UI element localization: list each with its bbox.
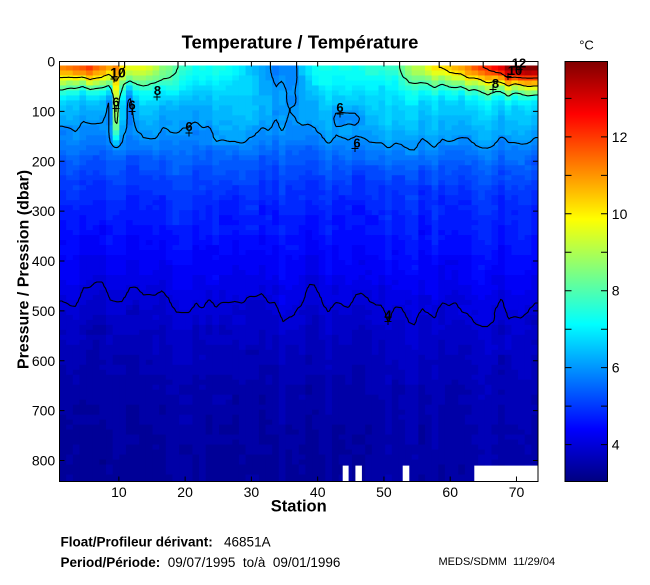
svg-text:30: 30 (244, 484, 260, 500)
svg-text:40: 40 (310, 484, 326, 500)
svg-text:4: 4 (384, 308, 392, 323)
svg-text:12: 12 (612, 129, 628, 145)
svg-text:6: 6 (353, 136, 360, 151)
svg-text:0: 0 (47, 54, 55, 70)
svg-text:600: 600 (32, 353, 56, 369)
svg-text:Station: Station (271, 497, 327, 515)
svg-text:6: 6 (185, 119, 192, 134)
svg-text:6: 6 (336, 100, 343, 115)
svg-text:MEDS/SDMM 11/29/04: MEDS/SDMM 11/29/04 (439, 556, 556, 568)
svg-text:6: 6 (112, 95, 119, 110)
svg-text:Temperature / Température: Temperature / Température (182, 32, 419, 53)
svg-text:°C: °C (579, 38, 594, 53)
svg-text:10: 10 (110, 65, 126, 81)
svg-text:12: 12 (512, 56, 526, 71)
svg-text:10: 10 (111, 484, 127, 500)
svg-text:70: 70 (509, 484, 525, 500)
svg-text:10: 10 (612, 206, 628, 222)
svg-text:8: 8 (492, 76, 499, 91)
svg-text:400: 400 (32, 253, 56, 269)
svg-text:6: 6 (128, 98, 135, 113)
svg-text:800: 800 (32, 453, 56, 469)
svg-text:60: 60 (442, 484, 458, 500)
svg-text:Float/Profileur dérivant: 46: Float/Profileur dérivant: 46851A (61, 534, 271, 549)
svg-text:20: 20 (177, 484, 193, 500)
svg-text:8: 8 (612, 283, 620, 299)
svg-text:50: 50 (376, 484, 392, 500)
svg-text:Period/Période: 09/07/1995 t: Period/Période: 09/07/1995 to/à 09/01/19… (61, 555, 341, 570)
svg-text:700: 700 (32, 403, 56, 419)
svg-text:300: 300 (32, 203, 56, 219)
svg-text:8: 8 (154, 83, 161, 98)
svg-text:Pressure / Pression (dbar): Pressure / Pression (dbar) (16, 170, 33, 369)
svg-text:200: 200 (32, 153, 56, 169)
svg-text:6: 6 (612, 360, 620, 376)
svg-text:100: 100 (32, 103, 56, 119)
svg-text:500: 500 (32, 303, 56, 319)
svg-text:4: 4 (612, 437, 620, 453)
